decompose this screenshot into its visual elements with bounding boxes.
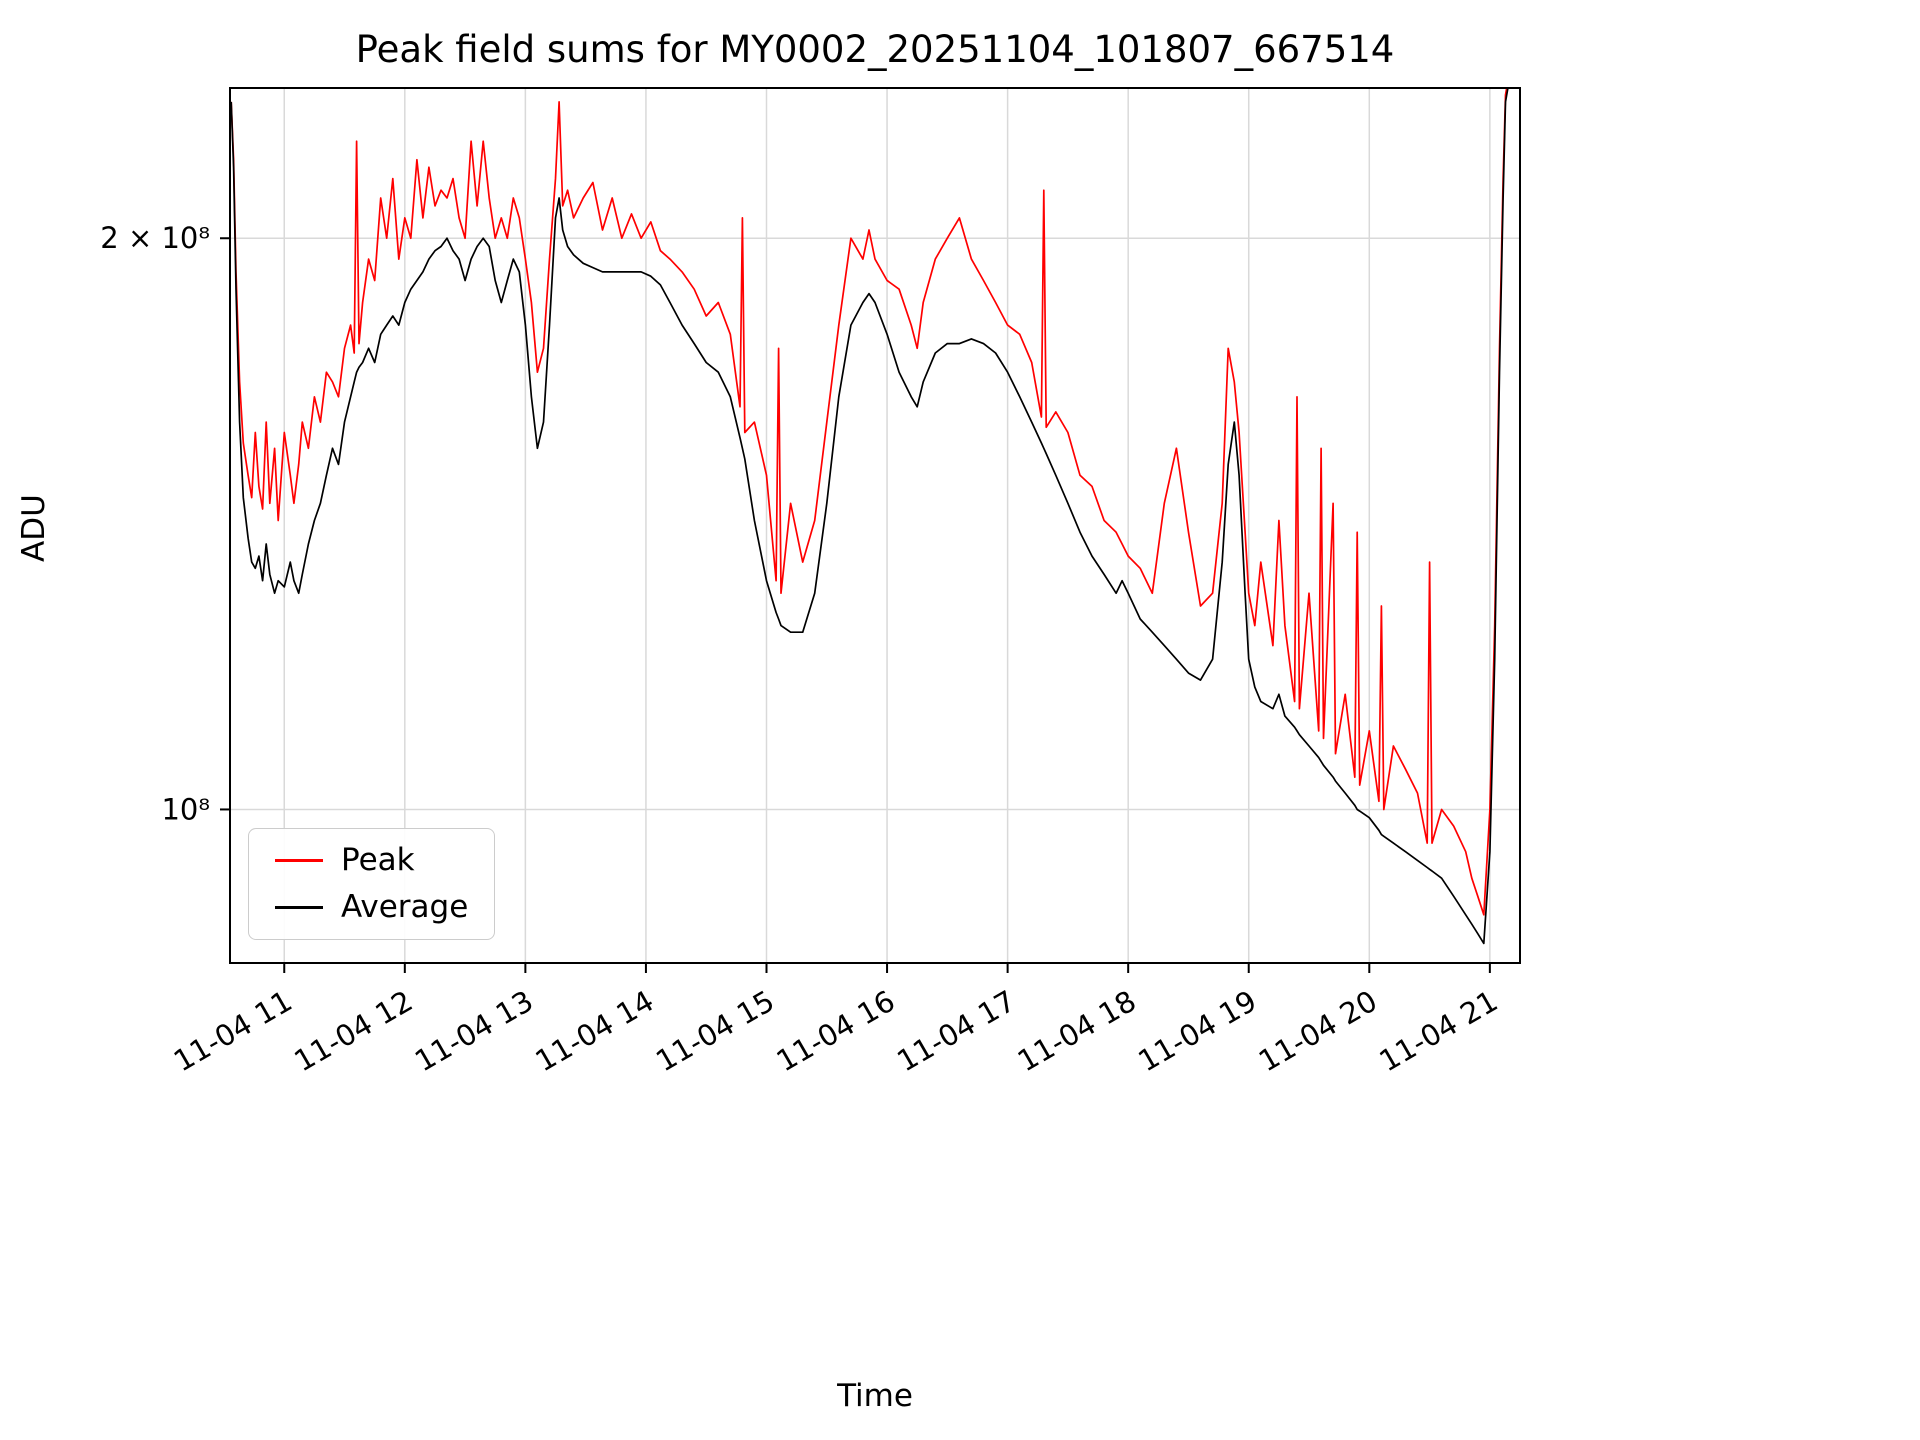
y-tick-label: 2 × 10⁸: [100, 221, 210, 255]
legend-item-average: Average: [275, 892, 468, 923]
y-tick-label: 10⁸: [161, 792, 210, 826]
x-tick-label: 11-04 21: [1373, 984, 1503, 1079]
x-axis-label: Time: [837, 1378, 913, 1414]
x-tick-label: 11-04 13: [409, 984, 539, 1079]
x-tick-label: 11-04 17: [891, 984, 1021, 1079]
legend: Peak Average: [248, 828, 496, 940]
x-tick-label: 11-04 18: [1012, 984, 1142, 1079]
x-tick-label: 11-04 16: [771, 984, 901, 1079]
x-tick-label: 11-04 14: [530, 984, 660, 1079]
legend-label-peak: Peak: [341, 842, 415, 878]
x-tick-label: 11-04 20: [1253, 984, 1383, 1079]
peak-line-sample: [275, 859, 323, 862]
x-tick-label: 11-04 15: [650, 984, 780, 1079]
average-line-sample: [275, 906, 323, 909]
x-tick-label: 11-04 12: [288, 984, 418, 1079]
x-tick-label: 11-04 19: [1132, 984, 1262, 1079]
legend-label-average: Average: [341, 889, 469, 925]
x-tick-label: 11-04 11: [168, 984, 298, 1079]
legend-item-peak: Peak: [275, 845, 468, 876]
chart-title: Peak field sums for MY0002_20251104_1018…: [355, 28, 1395, 71]
